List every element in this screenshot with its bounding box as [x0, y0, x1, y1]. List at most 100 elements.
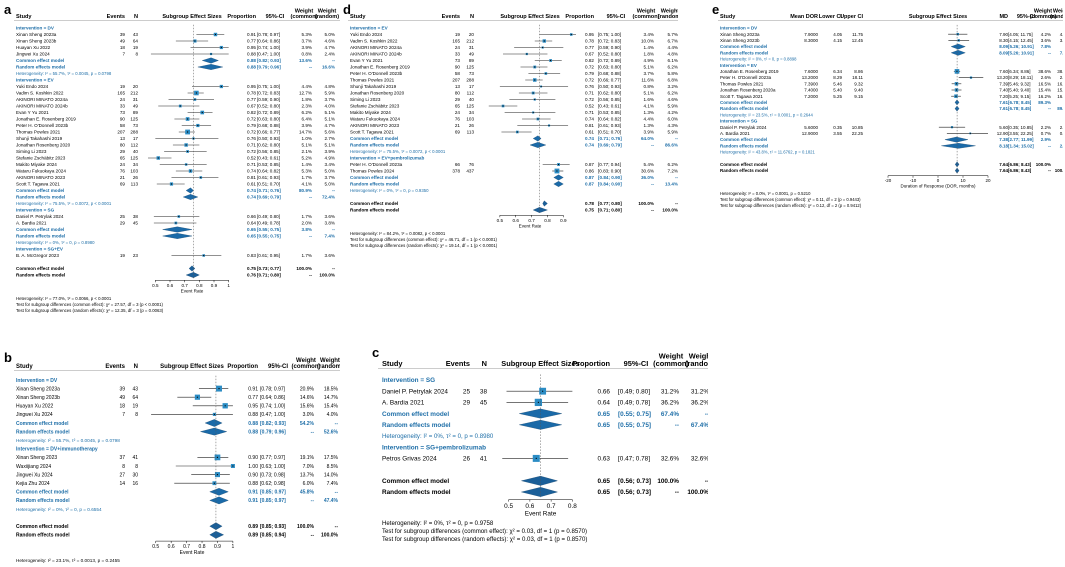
study-n: 288 — [466, 78, 474, 83]
study-n: 17 — [469, 84, 475, 89]
random-effect-diamond — [521, 487, 559, 497]
random-effect-diamond — [197, 64, 223, 70]
study-events: 7 — [122, 412, 125, 418]
point-estimate — [218, 388, 220, 390]
header-proportion: Proportion — [227, 364, 258, 370]
row-ci: [0.62; 0.80] — [598, 91, 621, 96]
random-model-label: Random effects model — [16, 65, 65, 70]
study-events: 90 — [455, 65, 461, 70]
header-effect: Subgroup Effect Sizes — [160, 364, 224, 370]
random-effect-diamond — [209, 531, 225, 539]
row-weight-common: -- — [1048, 106, 1051, 111]
row-estimate: 0.95 — [247, 45, 256, 50]
point-estimate — [187, 131, 189, 133]
point-estimate — [201, 111, 203, 114]
point-estimate — [195, 92, 197, 94]
row-ci: [0.50; 0.93] — [257, 136, 280, 141]
row-ci: [0.82; 0.93] — [257, 58, 281, 63]
row-weight-random: 16.2% — [1057, 94, 1063, 99]
study-events: 12.9000 — [802, 131, 819, 136]
study-label: A. Bardia 2021 — [720, 131, 750, 136]
row-estimate: 7.61 — [999, 100, 1008, 105]
study-label: Daniel P. Petrylak 2024 — [16, 214, 64, 219]
row-weight-common: 14.6% — [300, 395, 315, 401]
header-weight-common-2: (common) — [1030, 14, 1057, 20]
row-weight-random: -- — [332, 227, 336, 232]
study-label: Jonathan E. Rosenberg 2019 — [16, 117, 76, 122]
study-n: 212 — [466, 39, 474, 44]
row-weight-common: 100.0% — [1036, 162, 1051, 167]
study-label: Xinan Sheng 2023b — [16, 395, 60, 401]
row-ci: [0.72; 0.83] — [257, 91, 280, 96]
row-weight-random: 3.4% — [325, 162, 335, 167]
row-weight-random: -- — [335, 490, 339, 496]
row-estimate: 0.82 — [585, 58, 594, 63]
point-estimate — [179, 105, 181, 107]
row-estimate: 0.72 — [247, 149, 256, 154]
row-ci: [0.62; 0.80] — [257, 143, 280, 148]
study-label: Xinan Sheng 2023b — [16, 39, 57, 44]
row-weight-random: -- — [335, 524, 339, 530]
row-weight-common: 36.2% — [661, 400, 679, 407]
row-estimate: 0.79 — [247, 123, 256, 128]
row-ci: [0.74; 1.00] — [257, 45, 280, 50]
row-ci: [0.49; 0.80] — [257, 214, 280, 219]
row-weight-random: 6.2% — [668, 91, 678, 96]
row-ci: [0.64; 0.82] — [257, 169, 280, 174]
subgroup-difference-test: Test for subgroup differences (common ef… — [16, 302, 164, 307]
row-ci: [0.49; 0.78] — [618, 400, 650, 407]
study-n: 19 — [133, 45, 139, 50]
header-proportion: Proportion — [572, 359, 610, 368]
header-weight-random-2: (random) — [315, 14, 339, 20]
point-estimate — [502, 105, 504, 107]
header-weight-common-1: Weight — [637, 8, 656, 14]
row-ci: [2.77; 11.99] — [1008, 137, 1034, 142]
row-estimate: 0.75 — [247, 266, 256, 271]
point-estimate — [537, 401, 539, 403]
row-weight-random: 14.0% — [324, 472, 339, 478]
study-events: 7.9000 — [804, 32, 818, 37]
header-effect: Subgroup Effect Sizes — [162, 14, 221, 20]
random-effect-diamond — [162, 233, 193, 239]
study-n: 4.15 — [833, 38, 842, 43]
study-n: 288 — [130, 130, 138, 135]
point-estimate — [187, 118, 189, 120]
random-model-label: Random effects model — [720, 168, 768, 173]
row-estimate: 0.74 — [585, 117, 594, 122]
row-weight-random: 38.6% — [1057, 69, 1063, 74]
study-n: 64 — [133, 39, 139, 44]
row-weight-common: 1.6% — [644, 97, 654, 102]
common-effect-diamond — [542, 200, 548, 207]
row-ci: [0.63; 1.00] — [260, 464, 286, 470]
random-effect-diamond — [529, 142, 547, 148]
header-weight-random-2: (random) — [685, 359, 708, 368]
subgroup-heterogeneity: Heterogeneity: I² = 0%, τ² = 0, p = 0.89… — [382, 433, 494, 440]
row-ci: [0.49; 0.78] — [257, 221, 280, 226]
study-label: Jingwei Xu 2024 — [16, 472, 53, 478]
study-events: 24 — [120, 97, 126, 102]
header-ci: 95%-CI — [1017, 14, 1036, 20]
study-events: 39 — [120, 32, 126, 37]
point-estimate — [213, 413, 215, 415]
study-label: Peter H. O'Donnell 2023b — [16, 123, 69, 128]
row-weight-random: -- — [335, 421, 339, 427]
row-weight-random: 31.2% — [691, 388, 708, 395]
row-weight-random: 7.2% — [668, 169, 678, 174]
row-ci: [0.55; 0.75] — [618, 422, 651, 429]
overall-heterogeneity: Heterogeneity: I² = 23.1%, τ² = 0.0013, … — [16, 558, 120, 563]
row-weight-random: 0.7% — [1060, 131, 1063, 136]
study-label: Stefanie Zschäbitz 2023 — [350, 104, 400, 109]
study-label: Jingwei Xu 2024 — [16, 412, 53, 418]
header-n: N — [470, 14, 474, 20]
row-estimate: 0.87 — [585, 162, 594, 167]
row-weight-common: -- — [309, 195, 313, 200]
x-axis-tick-label: 0.6 — [513, 218, 520, 223]
study-label: AKINORI MINATO 2024b — [16, 104, 68, 109]
row-weight-random: 6.8% — [668, 78, 678, 83]
row-ci: [0.61; 0.95] — [257, 253, 280, 258]
row-estimate: 0.52 — [247, 156, 256, 161]
common-model-label: Common effect model — [16, 266, 64, 271]
header-study: Study — [16, 364, 33, 370]
study-label: Yuki Endo 2024 — [16, 84, 49, 89]
random-model-label: Random effects model — [16, 498, 70, 504]
